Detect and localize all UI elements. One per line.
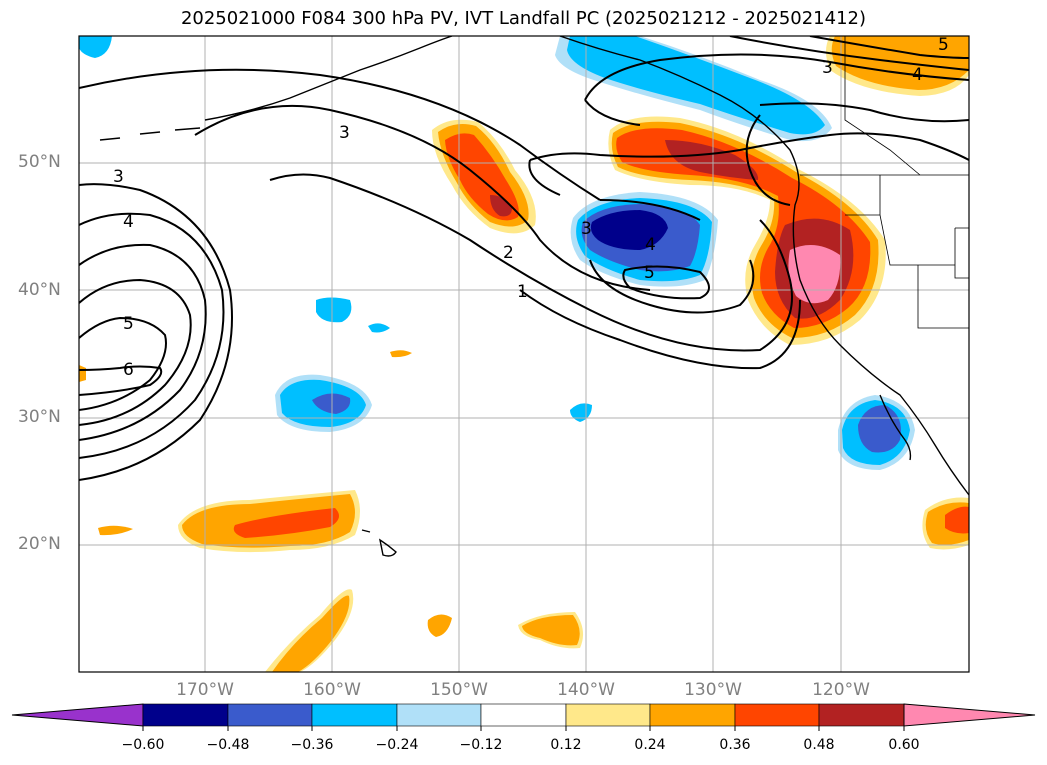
shade-blue-small1 bbox=[316, 297, 352, 323]
colorbar-segment bbox=[649, 703, 736, 727]
shade-red-se bbox=[945, 506, 969, 534]
lon-label: 150°W bbox=[430, 680, 488, 700]
lon-label: 170°W bbox=[176, 680, 234, 700]
contour-label: 4 bbox=[123, 212, 134, 232]
lon-label: 130°W bbox=[684, 680, 742, 700]
shade-darkred-150w bbox=[490, 195, 512, 217]
graticule bbox=[79, 36, 969, 672]
coastline bbox=[99, 36, 969, 557]
colorbar-segment bbox=[565, 703, 651, 727]
shade-orange-south1 bbox=[272, 595, 350, 672]
lat-label: 40°N bbox=[18, 280, 61, 300]
contour-label: 2 bbox=[503, 243, 514, 263]
contour-label: 3 bbox=[822, 58, 833, 78]
colorbar-tick-label: 0.24 bbox=[634, 737, 666, 753]
lat-label: 50°N bbox=[18, 152, 61, 172]
map-frame bbox=[78, 35, 970, 673]
shade-pink-coast bbox=[788, 245, 841, 304]
colorbar-segment bbox=[311, 703, 398, 727]
colorbar-tick-label: 0.60 bbox=[888, 737, 920, 753]
pv-contours bbox=[79, 36, 969, 481]
contour-label: 3 bbox=[113, 167, 124, 187]
colorbar-tick-label: −0.12 bbox=[459, 737, 503, 753]
contour-label: 6 bbox=[123, 360, 134, 380]
contour-label: 4 bbox=[645, 235, 656, 255]
colorbar bbox=[11, 703, 1036, 731]
pc-shading bbox=[79, 36, 969, 672]
contour-label: 3 bbox=[339, 123, 350, 143]
map-title: 2025021000 F084 300 hPa PV, IVT Landfall… bbox=[180, 8, 867, 29]
colorbar-segment bbox=[734, 703, 820, 727]
colorbar-tick-label: −0.24 bbox=[375, 737, 419, 753]
shade-blue-nw bbox=[79, 36, 112, 58]
colorbar-tick-label: 0.12 bbox=[550, 737, 582, 753]
contour-label: 5 bbox=[644, 263, 655, 283]
contour-label: 3 bbox=[581, 219, 592, 239]
shade-darkred-plume-north bbox=[665, 140, 759, 180]
colorbar-tick-label: −0.48 bbox=[206, 737, 250, 753]
colorbar-segment bbox=[480, 703, 567, 727]
lon-label: 120°W bbox=[812, 680, 870, 700]
shade-orange-south2 bbox=[427, 614, 452, 637]
contour-label: 5 bbox=[938, 35, 949, 55]
map-background bbox=[79, 36, 969, 672]
contour-label: 4 bbox=[912, 65, 923, 85]
colorbar-segment bbox=[227, 703, 313, 727]
shade-blue-north bbox=[567, 36, 825, 135]
colorbar-segment bbox=[903, 703, 1036, 727]
lon-label: 140°W bbox=[557, 680, 615, 700]
shade-midblue-30n bbox=[312, 393, 351, 414]
lat-label: 30°N bbox=[18, 407, 61, 427]
shade-orange-small bbox=[390, 350, 412, 358]
colorbar-tick-label: 0.48 bbox=[803, 737, 835, 753]
lon-label: 160°W bbox=[303, 680, 361, 700]
lat-label: 20°N bbox=[18, 534, 61, 554]
colorbar-segment bbox=[396, 703, 482, 727]
shade-navy-center bbox=[590, 210, 668, 250]
colorbar-tick-label: −0.36 bbox=[290, 737, 334, 753]
shade-orange-dateline bbox=[98, 525, 133, 536]
contour-label: 1 bbox=[517, 282, 528, 302]
colorbar-segment bbox=[142, 703, 229, 727]
contour-label: 5 bbox=[123, 314, 134, 334]
shade-orange-south3 bbox=[522, 615, 580, 646]
colorbar-tick-label: 0.36 bbox=[719, 737, 751, 753]
shade-red-hawaii bbox=[233, 508, 339, 538]
colorbar-segment bbox=[818, 703, 905, 727]
colorbar-tick-label: −0.60 bbox=[121, 737, 165, 753]
political-borders bbox=[800, 36, 969, 329]
contour-labels: 5 4 3 3 3 4 5 6 2 1 3 4 5 bbox=[113, 35, 949, 380]
shade-blue-small2 bbox=[368, 323, 390, 333]
colorbar-segment bbox=[11, 703, 144, 727]
